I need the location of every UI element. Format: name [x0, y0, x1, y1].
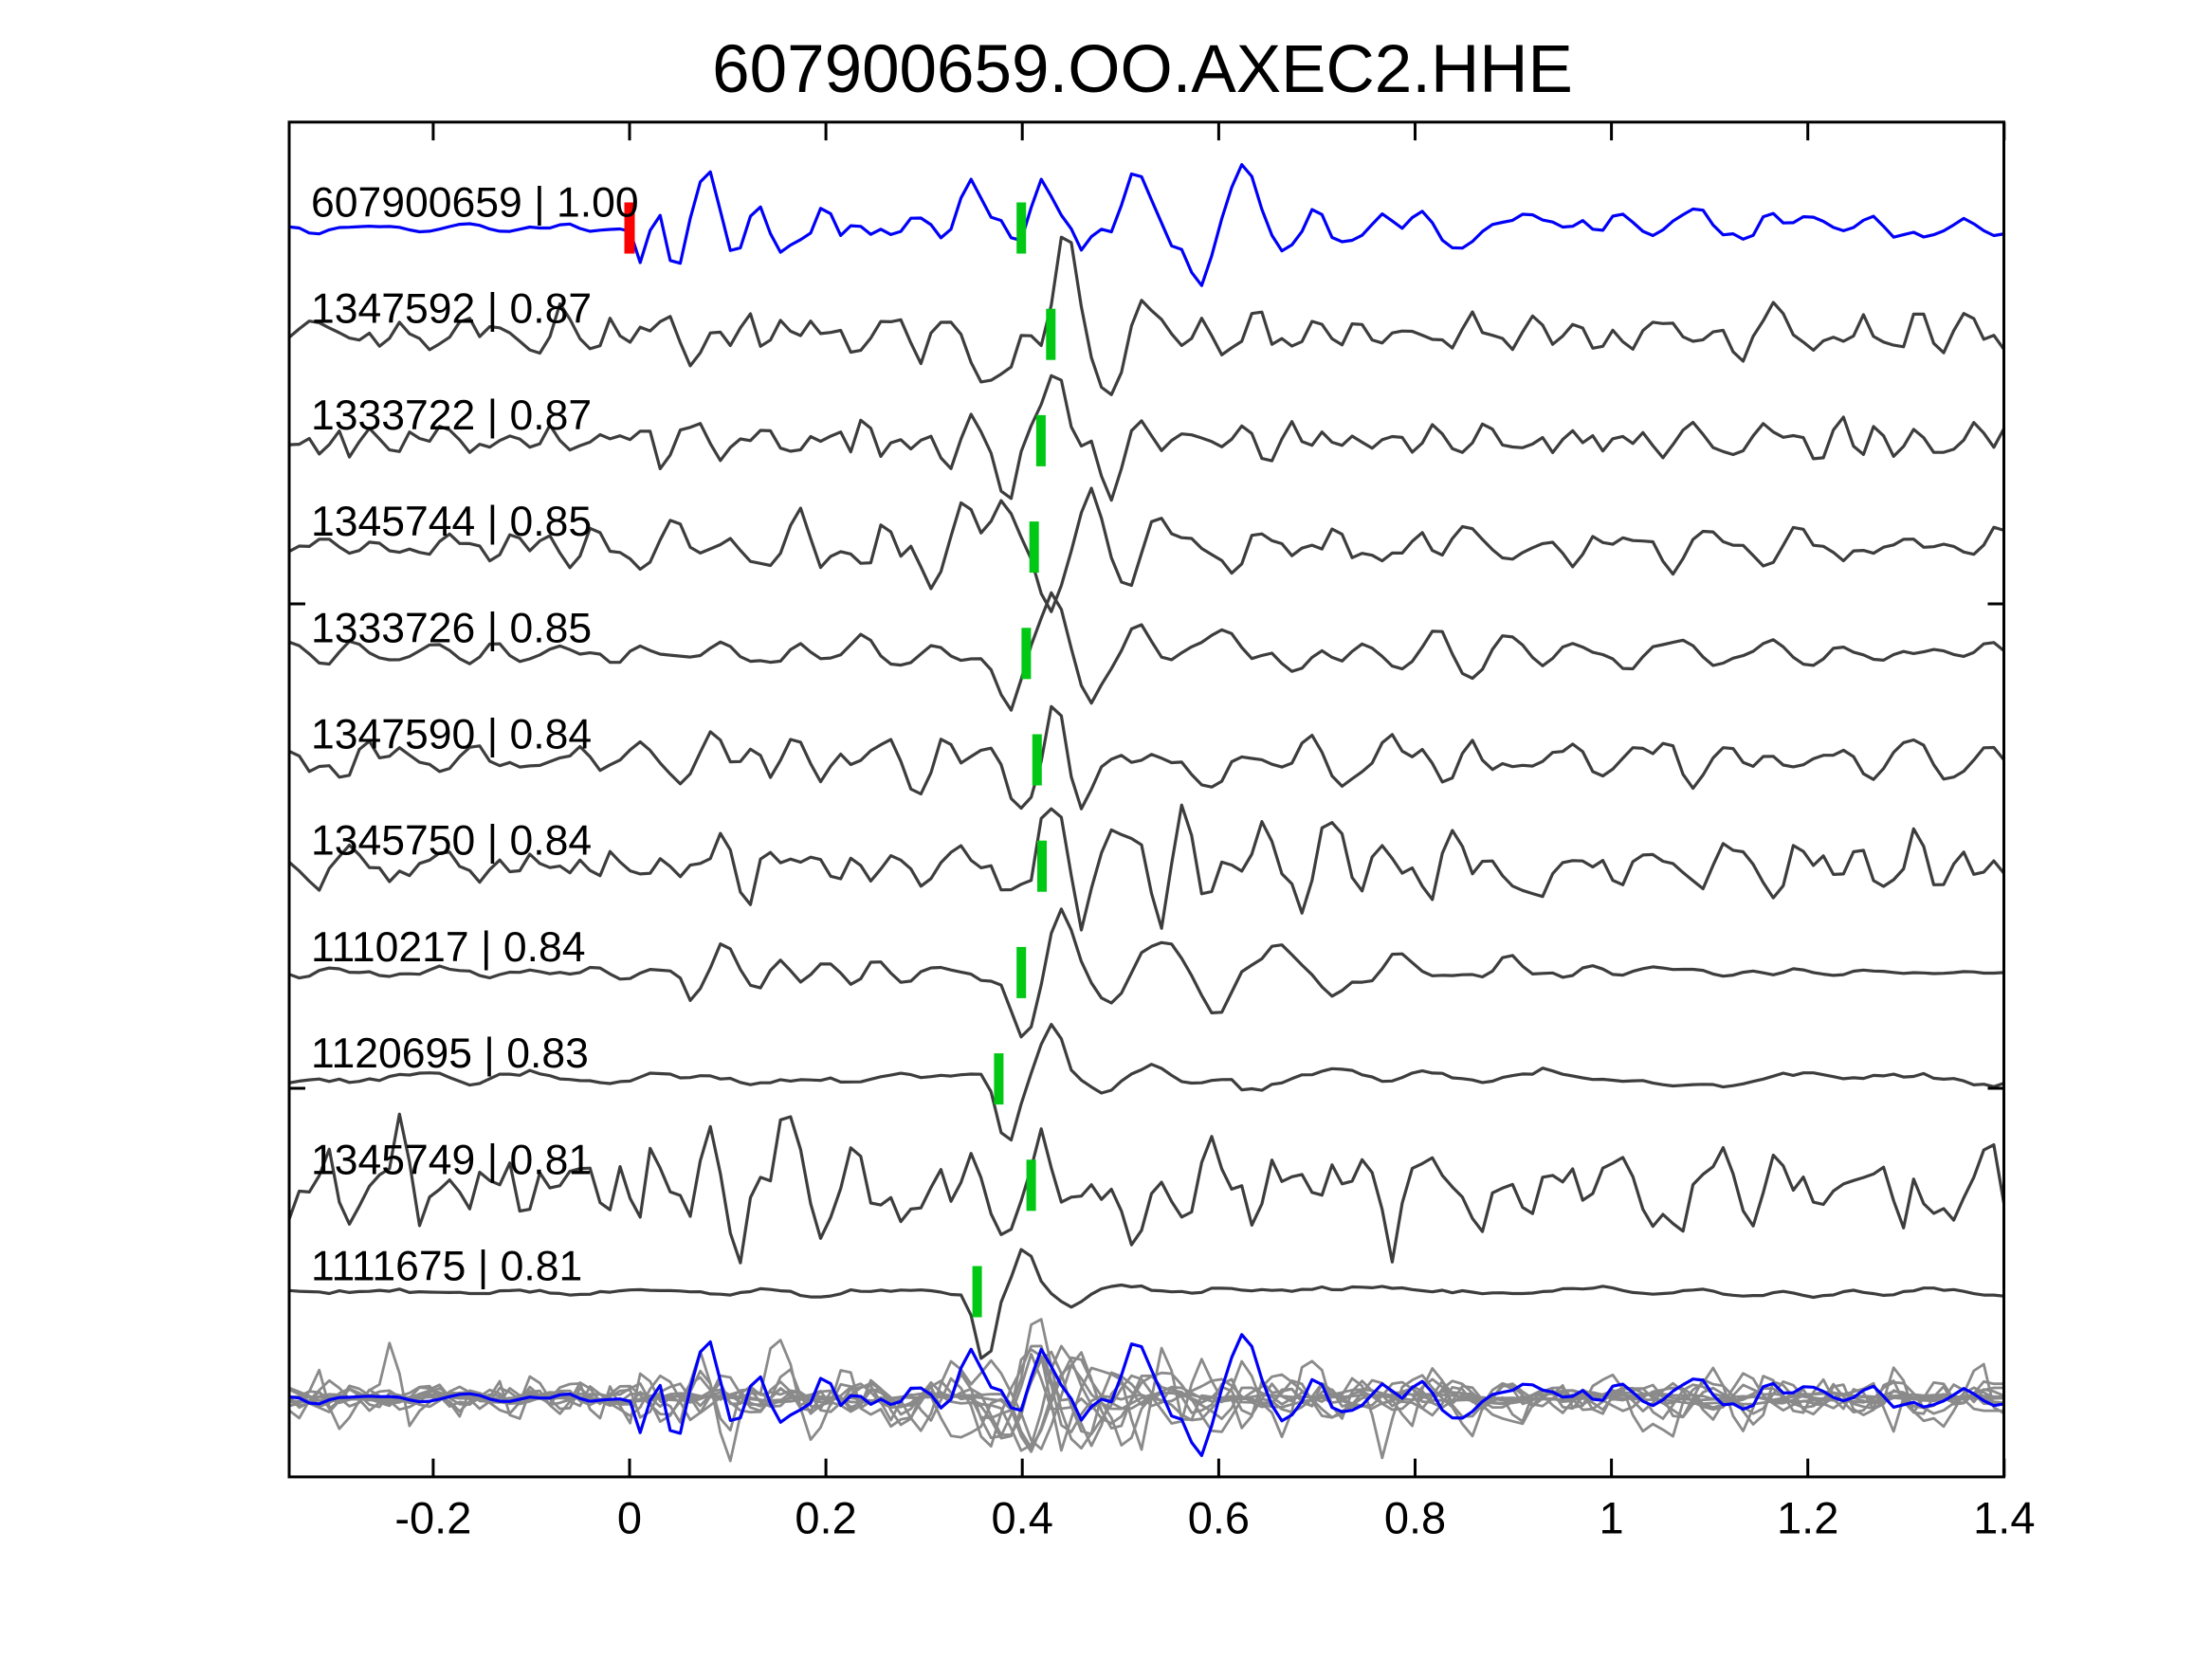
svg-text:1347590 | 0.84: 1347590 | 0.84: [311, 712, 592, 758]
svg-text:0.8: 0.8: [1384, 1493, 1446, 1543]
svg-text:607900659.OO.AXEC2.HHE: 607900659.OO.AXEC2.HHE: [712, 32, 1573, 107]
svg-text:0.4: 0.4: [992, 1493, 1053, 1543]
svg-text:1333726 | 0.85: 1333726 | 0.85: [311, 605, 592, 651]
svg-text:0: 0: [617, 1493, 642, 1543]
svg-text:1111675 | 0.81: 1111675 | 0.81: [311, 1244, 582, 1290]
svg-text:1345744 | 0.85: 1345744 | 0.85: [311, 499, 592, 545]
svg-text:1345750 | 0.84: 1345750 | 0.84: [311, 818, 592, 865]
svg-text:-0.2: -0.2: [394, 1493, 471, 1543]
svg-text:1110217 | 0.84: 1110217 | 0.84: [311, 924, 586, 971]
svg-text:1: 1: [1600, 1493, 1624, 1543]
svg-text:1.2: 1.2: [1777, 1493, 1838, 1543]
svg-text:1333722 | 0.87: 1333722 | 0.87: [311, 392, 592, 439]
svg-text:1.4: 1.4: [1973, 1493, 2035, 1543]
svg-text:607900659 | 1.00: 607900659 | 1.00: [311, 180, 639, 227]
svg-text:0.6: 0.6: [1188, 1493, 1250, 1543]
svg-text:1345749 | 0.81: 1345749 | 0.81: [311, 1137, 592, 1183]
svg-text:1347592 | 0.87: 1347592 | 0.87: [311, 286, 592, 333]
svg-text:1120695 | 0.83: 1120695 | 0.83: [311, 1030, 589, 1077]
svg-text:0.2: 0.2: [795, 1493, 856, 1543]
